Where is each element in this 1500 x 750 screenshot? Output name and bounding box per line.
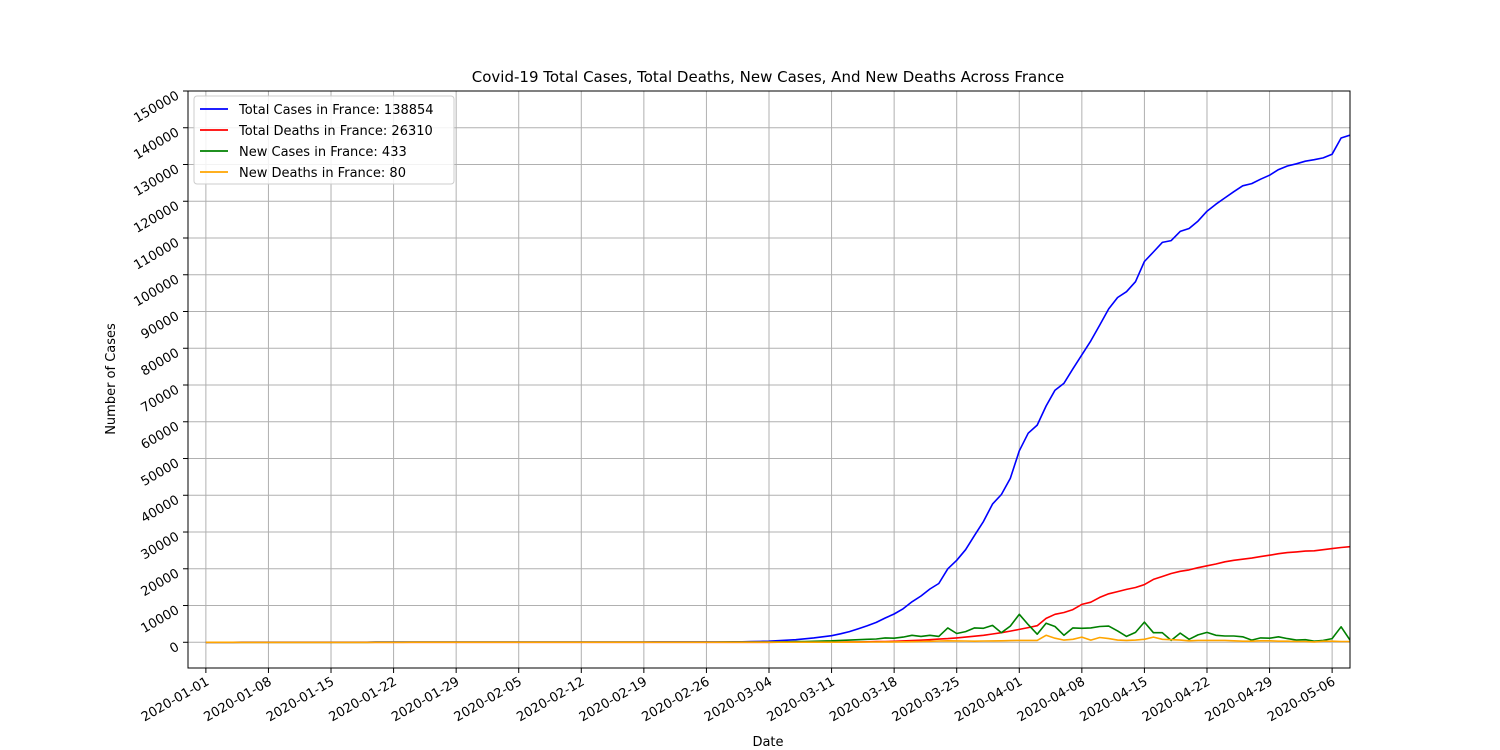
y-axis-label: Number of Cases	[104, 323, 119, 435]
series-line-new-deaths-in-france	[205, 634, 1350, 644]
legend-entry: New Cases in France: 433	[239, 145, 407, 160]
chart-title: Covid-19 Total Cases, Total Deaths, New …	[472, 68, 1064, 86]
plot-series	[205, 134, 1350, 644]
x-axis-label: Date	[752, 735, 783, 750]
legend: Total Cases in France: 138854 Total Death…	[193, 95, 455, 185]
legend-box	[193, 95, 455, 185]
legend-entry: New Deaths in France: 80	[239, 166, 406, 181]
legend-entry: Total Cases in France: 138854	[238, 103, 434, 118]
legend-entry: Total Deaths in France: 26310	[238, 124, 433, 139]
